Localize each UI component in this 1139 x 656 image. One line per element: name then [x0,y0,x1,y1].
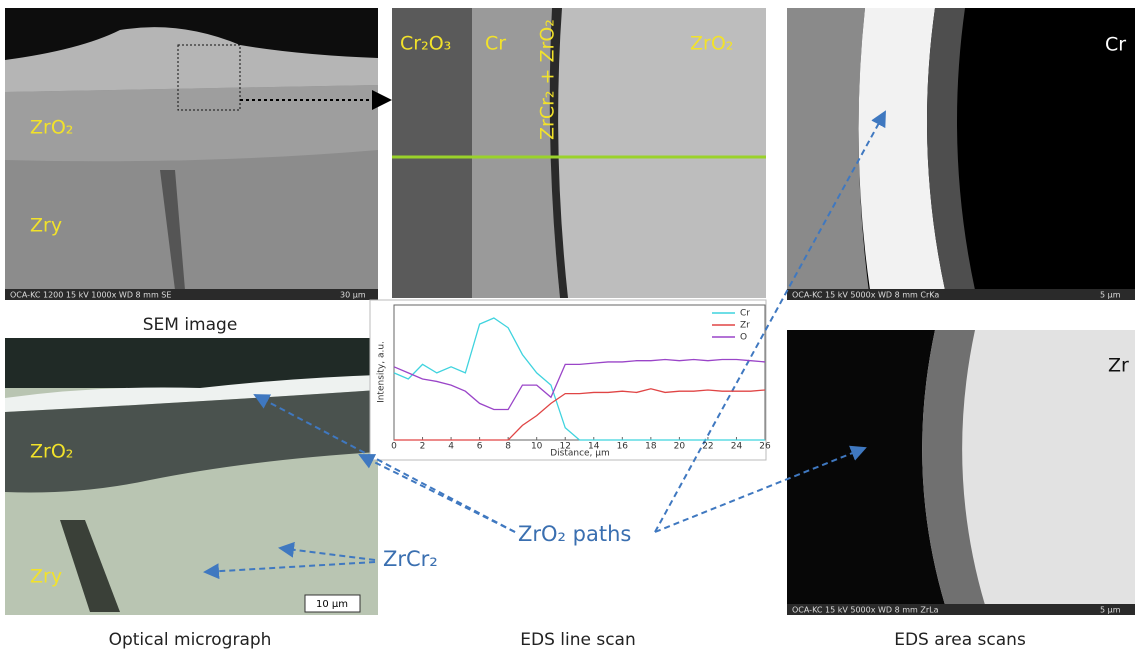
x-tick-label: 24 [731,442,743,452]
x-tick-label: 10 [531,442,543,452]
label: Cr₂O₃ [400,33,451,55]
label: ZrCr₂ + ZrO₂ [537,19,559,140]
scale-bar: 5 µm [1100,606,1121,615]
x-tick-label: 16 [617,442,629,452]
scale-bar: 30 µm [340,291,366,300]
label: Zry [30,215,62,237]
x-tick-label: 22 [702,442,713,452]
label: ZrO₂ [30,117,73,139]
legend-label: Cr [740,309,750,319]
x-tick-label: 26 [759,442,771,452]
scale-bar: 10 µm [316,599,348,610]
caption: EDS area scans [894,630,1026,650]
figure: ZrO₂ Zry OCA-KC 1200 15 kV 1000x WD 8 mm… [0,0,1139,652]
info-bar: OCA-KC 1200 15 kV 1000x WD 8 mm SE [10,291,171,300]
x-tick-label: 14 [588,442,600,452]
annotation: ZrCr₂ [383,547,438,571]
caption: Optical micrograph [109,630,272,650]
sem-image: ZrO₂ Zry OCA-KC 1200 15 kV 1000x WD 8 mm… [5,8,378,300]
x-tick-label: 20 [674,442,686,452]
x-tick-label: 0 [391,442,397,452]
annotation: ZrO₂ paths [518,522,631,546]
eds-area-cr: Cr OCA-KC 15 kV 5000x WD 8 mm CrKa 5 µm [787,8,1135,300]
optical-image: ZrO₂ Zry 10 µm [5,338,378,615]
x-tick-label: 6 [477,442,483,452]
label: Cr [1105,34,1126,56]
eds-image: Cr₂O₃ Cr ZrCr₂ + ZrO₂ ZrO₂ [392,8,766,298]
info-bar: OCA-KC 15 kV 5000x WD 8 mm CrKa [792,291,939,300]
legend-label: O [740,333,747,343]
eds-area-zr: Zr OCA-KC 15 kV 5000x WD 8 mm ZrLa 5 µm [787,330,1135,615]
label: Zry [30,566,62,588]
scale-bar: 5 µm [1100,291,1121,300]
x-tick-label: 18 [645,442,657,452]
caption: SEM image [143,315,238,335]
legend-label: Zr [740,321,750,331]
label: ZrO₂ [30,441,73,463]
x-tick-label: 4 [448,442,454,452]
info-bar: OCA-KC 15 kV 5000x WD 8 mm ZrLa [792,606,939,615]
label: ZrO₂ [690,33,733,55]
y-axis-label: Intensity, a.u. [377,341,387,403]
x-tick-label: 12 [560,442,571,452]
x-tick-label: 2 [420,442,426,452]
label: Cr [485,33,506,55]
x-tick-label: 8 [505,442,511,452]
label: Zr [1108,355,1129,377]
caption: EDS line scan [520,630,636,650]
